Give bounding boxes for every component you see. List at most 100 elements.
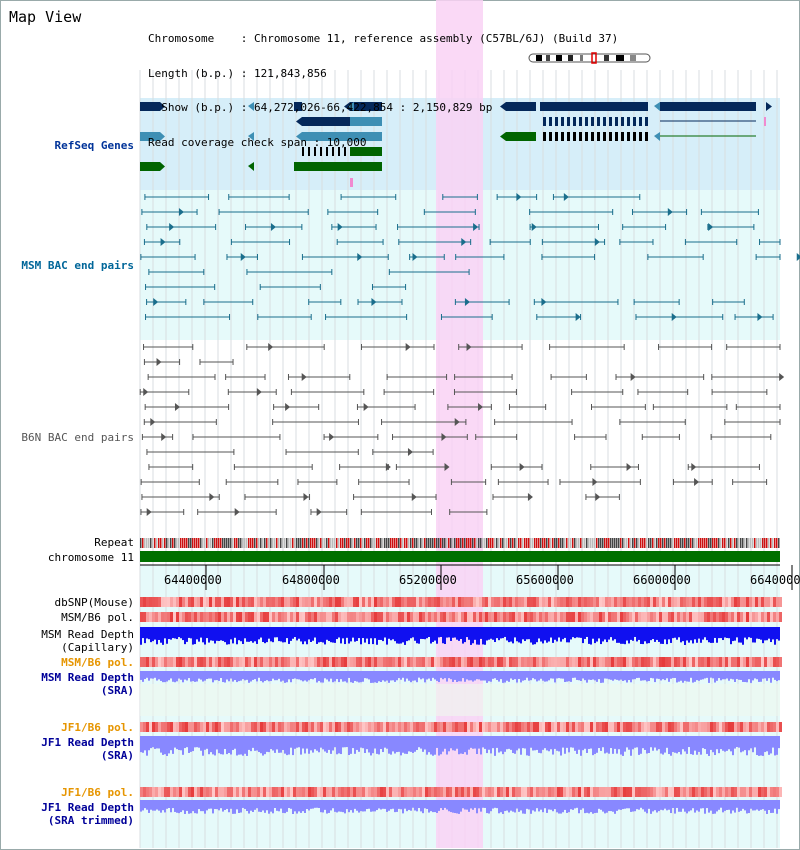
jf1-b6-pol-2-strip xyxy=(347,787,350,797)
jf1-sra-trimmed-depth-bar xyxy=(760,800,762,810)
jf1-b6-pol-strip xyxy=(251,722,254,732)
page-title: Map View xyxy=(9,8,82,26)
msm-b6-pol-strip xyxy=(491,612,494,622)
msm-capillary-depth-bar xyxy=(244,627,246,639)
jf1-sra-depth-bar xyxy=(508,736,510,749)
jf1-b6-pol-2-strip xyxy=(725,787,728,797)
msm-b6-pol-strip xyxy=(308,612,311,622)
msm-b6-pol-strip xyxy=(230,612,233,622)
msm-capillary-depth-bar xyxy=(342,627,344,639)
jf1-sra-trimmed-depth-bar xyxy=(446,800,448,810)
repeat-mark xyxy=(154,538,156,548)
jf1-sra-depth-bar xyxy=(762,736,764,756)
msm-b6-pol-sra-strip xyxy=(320,657,323,667)
jf1-sra-trimmed-depth-bar xyxy=(746,800,748,814)
jf1-b6-pol-2-strip xyxy=(188,787,191,797)
msm-sra-depth-bar xyxy=(776,671,778,682)
jf1-sra-trimmed-depth-bar xyxy=(276,800,278,811)
msm-sra-depth-bar xyxy=(202,671,204,682)
jf1-sra-depth-bar xyxy=(664,736,666,753)
msm-sra-depth-bar xyxy=(176,671,178,682)
msm-b6-pol-sra-strip xyxy=(419,657,422,667)
msm-b6-pol-strip xyxy=(320,612,323,622)
msm-sra-depth-bar xyxy=(344,671,346,682)
msm-b6-pol-sra-strip xyxy=(398,657,401,667)
jf1-b6-pol-2-strip xyxy=(440,787,443,797)
msm-sra-depth-bar xyxy=(660,671,662,681)
jf1-sra-trimmed-depth-bar xyxy=(738,800,740,812)
exon xyxy=(639,117,642,126)
exon xyxy=(308,147,310,156)
gene-arrow xyxy=(160,162,165,171)
jf1-sra-trimmed-depth-bar xyxy=(570,800,572,810)
exon xyxy=(543,132,546,141)
jf1-sra-depth-bar xyxy=(776,736,778,755)
repeat-mark xyxy=(166,538,168,548)
jf1-sra-trimmed-depth-bar xyxy=(406,800,408,812)
jf1-b6-pol-strip xyxy=(488,722,491,732)
jf1-sra-trimmed-depth-bar xyxy=(370,800,372,812)
msm-b6-pol-strip xyxy=(365,612,368,622)
msm-sra-depth-bar xyxy=(156,671,158,681)
msm-sra-depth-bar xyxy=(766,671,768,681)
jf1-sra-depth-bar xyxy=(406,736,408,754)
msm-b6-pol-strip xyxy=(194,612,197,622)
msm-capillary-depth-bar xyxy=(170,627,172,640)
dbsnp-strip xyxy=(305,597,308,607)
msm-capillary-depth-bar xyxy=(672,627,674,639)
dbsnp-strip xyxy=(503,597,506,607)
jf1-b6-pol-2-strip xyxy=(650,787,653,797)
msm-b6-pol-sra-strip xyxy=(197,657,200,667)
chromosome-ideogram[interactable] xyxy=(528,52,652,64)
repeat-mark xyxy=(708,538,710,548)
repeat-mark xyxy=(352,538,354,548)
jf1-sra-trimmed-depth-bar xyxy=(210,800,212,809)
jf1-sra-trimmed-depth-bar xyxy=(634,800,636,812)
jf1-sra-trimmed-depth-bar xyxy=(644,800,646,812)
msm-sra-depth-bar xyxy=(504,671,506,683)
jf1-b6-pol-strip xyxy=(182,722,185,732)
msm-capillary-depth-bar xyxy=(316,627,318,644)
jf1-sra-trimmed-depth-bar xyxy=(562,800,564,813)
dbsnp-strip xyxy=(527,597,530,607)
msm-sra-depth-bar xyxy=(736,671,738,679)
msm-capillary-depth-bar xyxy=(664,627,666,640)
jf1-b6-pol-2-strip xyxy=(296,787,299,797)
msm-b6-pol-strip xyxy=(581,612,584,622)
jf1-sra-depth-bar xyxy=(394,736,396,754)
jf1-sra-trimmed-depth-bar xyxy=(574,800,576,809)
msm-b6-pol-sra-strip xyxy=(248,657,251,667)
jf1-b6-pol-strip xyxy=(548,722,551,732)
msm-sra-depth-bar xyxy=(638,671,640,678)
msm-b6-pol-sra-strip xyxy=(230,657,233,667)
msm-b6-pol-strip xyxy=(536,612,539,622)
msm-sra-depth-bar xyxy=(150,671,152,679)
repeat-mark xyxy=(440,538,442,548)
jf1-sra-trimmed-depth-bar xyxy=(676,800,678,808)
msm-capillary-depth-bar xyxy=(274,627,276,638)
repeat-mark xyxy=(314,538,316,548)
exon xyxy=(567,117,570,126)
jf1-sra-trimmed-depth-bar xyxy=(682,800,684,809)
b6n-bac-pair-arrow xyxy=(407,448,413,456)
msm-sra-depth-bar xyxy=(642,671,644,681)
msm-capillary-depth-bar xyxy=(710,627,712,643)
jf1-sra-trimmed-depth-bar xyxy=(148,800,150,813)
jf1-sra-trimmed-depth-bar xyxy=(528,800,530,810)
jf1-sra-depth-bar xyxy=(608,736,610,754)
repeat-mark xyxy=(276,538,278,548)
repeat-mark xyxy=(288,538,290,548)
msm-b6-pol-strip xyxy=(440,612,443,622)
exon xyxy=(314,147,316,156)
jf1-sra-depth-bar xyxy=(410,736,412,752)
jf1-sra-depth-bar xyxy=(568,736,570,753)
repeat-mark xyxy=(592,538,594,548)
jf1-b6-pol-strip xyxy=(461,722,464,732)
msm-capillary-depth-bar xyxy=(160,627,162,643)
repeat-mark xyxy=(768,538,770,548)
msm-sra-depth-bar xyxy=(224,671,226,683)
jf1-sra-trimmed-depth-bar xyxy=(180,800,182,813)
msm-b6-pol-sra-strip xyxy=(401,657,404,667)
msm-capillary-depth-bar xyxy=(326,627,328,640)
